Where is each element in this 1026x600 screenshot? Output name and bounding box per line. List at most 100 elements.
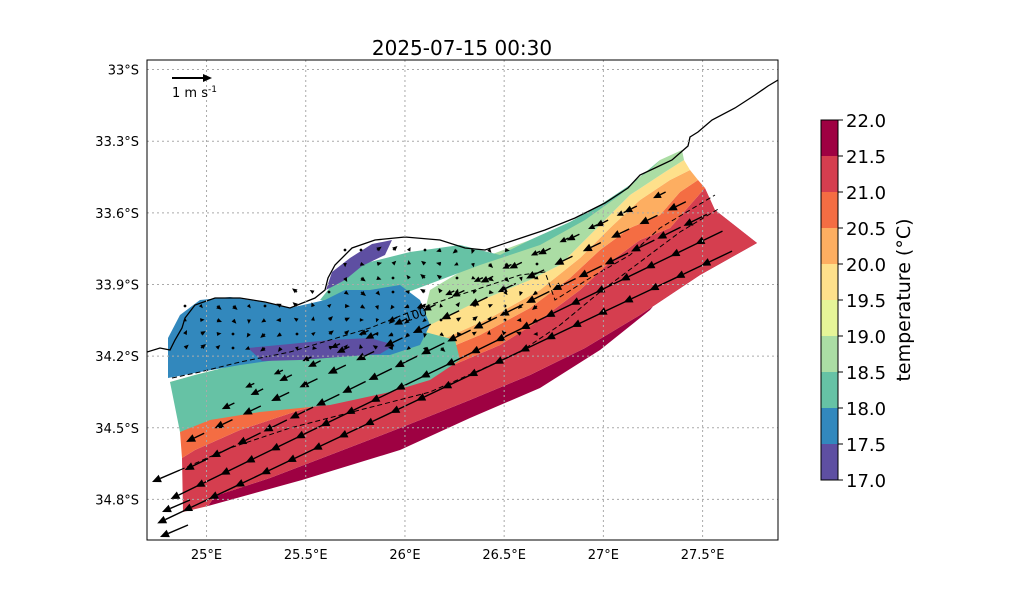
velocity-arrowhead [294, 346, 299, 351]
velocity-arrow [228, 461, 248, 472]
velocity-arrowhead [316, 398, 326, 406]
velocity-arrowhead [516, 317, 522, 323]
velocity-arrowhead [293, 317, 299, 322]
velocity-arrowhead [480, 275, 490, 283]
velocity-arrow [402, 355, 419, 364]
velocity-arrowhead [470, 262, 475, 268]
colorbar-tick-label: 17.5 [846, 435, 886, 456]
quiver-key-label: 1 m s-1 [172, 85, 217, 101]
velocity-arrow [407, 319, 410, 322]
velocity-arrow [501, 348, 526, 361]
velocity-arrowhead [526, 270, 537, 279]
velocity-arrowhead [246, 304, 251, 309]
velocity-arrowhead [509, 261, 518, 269]
velocity-arrowhead [370, 394, 381, 402]
velocity-arrowhead [356, 352, 367, 361]
velocity-arrowhead [308, 360, 317, 367]
velocity-arrowhead [518, 276, 523, 282]
colorbar-tick-label: 20.0 [846, 255, 886, 276]
velocity-arrowhead [517, 304, 523, 309]
map-frame [146, 59, 779, 541]
velocity-arrowhead [384, 339, 395, 347]
velocity-arrow [440, 347, 443, 350]
quiver-key-arrowhead [203, 74, 212, 82]
velocity-arrowhead [344, 317, 350, 322]
velocity-arrow [458, 289, 465, 294]
velocity-arrowhead [501, 330, 507, 336]
velocity-arrowhead [162, 504, 172, 513]
velocity-arrowhead [683, 218, 694, 226]
velocity-arrow [665, 226, 681, 236]
colorbar-tick-label: 18.0 [846, 399, 886, 420]
velocity-arrowhead [653, 191, 662, 199]
velocity-arrow [257, 388, 264, 393]
velocity-arrowhead [195, 479, 206, 487]
velocity-arrowhead [215, 344, 221, 350]
velocity-arrowhead [372, 345, 378, 350]
velocity-arrowhead [611, 230, 622, 238]
temp-band-17-5 [248, 338, 395, 361]
velocity-arrowhead [436, 248, 442, 253]
velocity-arrow [590, 242, 602, 249]
velocity-arrowhead [328, 345, 334, 350]
velocity-arrowhead [422, 318, 427, 323]
velocity-arrow [393, 316, 398, 320]
velocity-arrowhead [519, 291, 524, 296]
velocity-arrowhead [391, 260, 397, 266]
velocity-arrow [320, 434, 344, 447]
velocity-arrowhead [472, 316, 478, 322]
lon-tick-label: 25°E [191, 548, 222, 563]
velocity-arrow [392, 248, 395, 251]
velocity-arrowhead [455, 302, 460, 308]
velocity-arrowhead [184, 462, 195, 471]
velocity-arrowhead [375, 318, 380, 323]
velocity-arrowhead [421, 260, 427, 266]
velocity-arrowhead [260, 332, 266, 338]
velocity-arrowhead [440, 346, 446, 352]
lat-tick-label: 34.8°S [95, 493, 139, 508]
lat-tick-label: 33.3°S [95, 135, 139, 150]
velocity-arrowhead [276, 332, 282, 337]
velocity-arrow [268, 459, 292, 472]
colorbar-segment [821, 300, 838, 337]
velocity-arrowhead [532, 304, 538, 310]
velocity-arrowhead [520, 321, 531, 330]
velocity-arrow [328, 412, 348, 423]
velocity-arrowhead [624, 205, 633, 213]
lat-tick-label: 33°S [108, 64, 139, 79]
colorbar-segment [821, 120, 838, 157]
velocity-arrowhead [279, 374, 288, 381]
velocity-arrowhead [336, 346, 346, 353]
velocity-arrowhead [198, 303, 203, 309]
velocity-arrow [192, 457, 209, 467]
velocity-arrowhead [620, 273, 631, 281]
velocity-arrowhead [220, 467, 231, 475]
velocity-arrow [475, 360, 500, 373]
velocity-arrowhead [488, 304, 494, 308]
velocity-arrow [307, 356, 312, 360]
colorbar-segment [821, 444, 838, 481]
colorbar-segments [821, 120, 838, 481]
velocity-arrow [328, 332, 331, 335]
velocity-arrowhead [345, 303, 350, 309]
velocity-arrow [169, 499, 191, 510]
velocity-arrowhead [645, 260, 656, 269]
velocity-arrow [250, 382, 255, 386]
velocity-arrowhead [368, 372, 379, 381]
velocity-arrowhead [578, 269, 589, 278]
velocity-arrow [659, 191, 666, 196]
velocity-arrowhead [486, 330, 491, 335]
velocity-arrowhead [438, 288, 443, 294]
velocity-arrow [307, 378, 318, 385]
velocity-arrow [612, 252, 629, 262]
velocity-arrowhead [488, 276, 494, 282]
velocity-arrow [263, 333, 266, 336]
velocity-arrow [481, 316, 498, 326]
quiver-key: 1 m s-1 [172, 74, 217, 101]
velocity-arrowhead [292, 302, 298, 308]
velocity-arrowhead [412, 325, 423, 333]
velocity-arrow [263, 347, 266, 350]
velocity-arrow [398, 397, 422, 410]
velocity-arrowhead [183, 317, 187, 322]
velocity-arrow [271, 419, 288, 429]
